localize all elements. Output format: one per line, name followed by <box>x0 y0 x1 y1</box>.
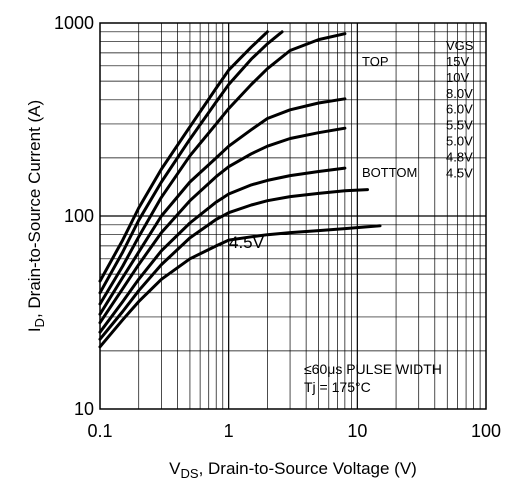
annotation-line-1: ≤60μs PULSE WIDTH <box>304 361 442 377</box>
annotation-line-2: Tj = 175°C <box>304 379 371 395</box>
legend-entry: 4.8V <box>446 149 473 164</box>
series-line <box>98 166 347 334</box>
series-line <box>98 30 284 295</box>
legend-entry: 5.0V <box>446 134 473 149</box>
legend-entry: 6.0V <box>446 102 473 117</box>
series-line <box>98 32 347 306</box>
plot-frame <box>99 22 487 410</box>
x-tick-label: 10 <box>347 421 367 441</box>
legend-entry: 15V <box>446 54 469 69</box>
tick-labels: 0.1 1 10 100 10 100 1000 <box>54 13 501 441</box>
x-tick-label: 0.1 <box>87 421 112 441</box>
y-axis-label: ID, Drain-to-Source Current (A) <box>25 100 47 332</box>
x-tick-label: 1 <box>224 421 234 441</box>
legend-entry: 10V <box>446 70 469 85</box>
y-tick-label: 10 <box>74 399 94 419</box>
legend-entry: 8.0V <box>446 86 473 101</box>
series-line <box>98 30 269 283</box>
legend-top-label: TOP <box>362 54 389 69</box>
legend-header: VGS <box>446 38 474 53</box>
series-line <box>98 224 382 349</box>
x-axis-label: VDS, Drain-to-Source Voltage (V) <box>169 459 417 481</box>
x-tick-label: 100 <box>471 421 501 441</box>
grid <box>100 23 486 409</box>
curve-label: 4.5V <box>229 233 265 252</box>
y-tick-label: 100 <box>64 206 94 226</box>
y-tick-label: 1000 <box>54 13 94 33</box>
legend-bottom-label: BOTTOM <box>362 165 417 180</box>
series-line <box>98 126 347 325</box>
series-line <box>98 97 347 316</box>
legend-entry: 4.5V <box>446 165 473 180</box>
series-line <box>98 188 369 341</box>
legend-entry: 5.5V <box>446 118 473 133</box>
curves <box>98 30 382 349</box>
